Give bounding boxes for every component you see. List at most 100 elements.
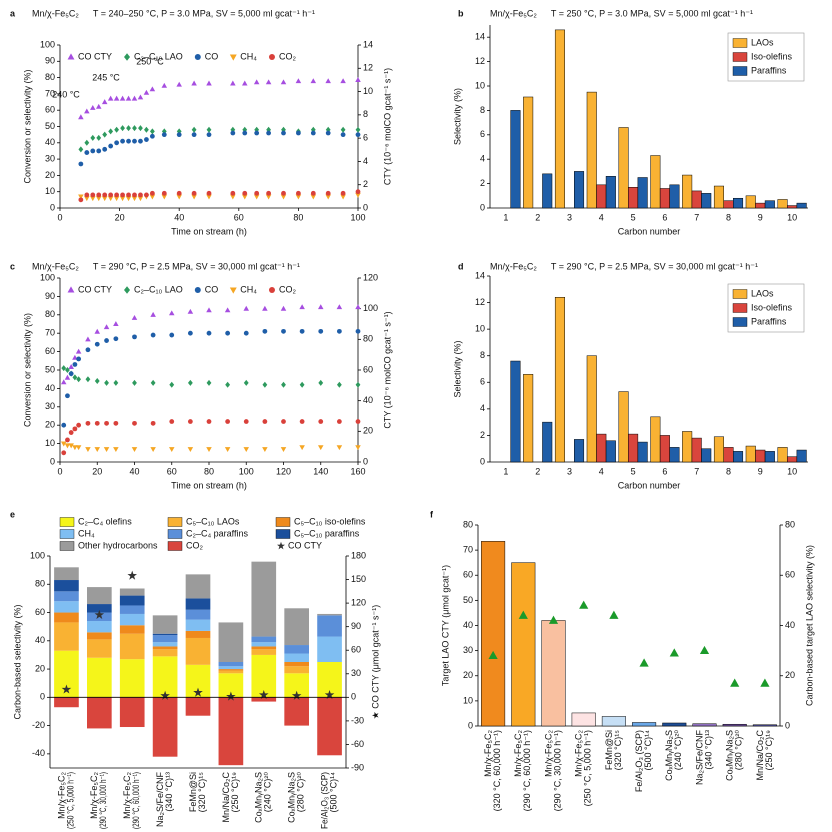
y-tick-label: 10	[45, 438, 55, 448]
data-point	[340, 194, 346, 200]
bar-segment	[87, 657, 112, 698]
data-point	[168, 310, 175, 316]
data-point	[102, 131, 108, 138]
data-point	[243, 330, 249, 336]
data-point	[280, 79, 287, 85]
data-point	[206, 194, 212, 200]
legend-label: CO CTY	[288, 540, 322, 550]
bar-segment	[185, 697, 211, 716]
data-point	[149, 194, 156, 200]
y2-tick-label: 180	[351, 550, 366, 560]
y2-tick-label: 40	[785, 620, 795, 630]
data-point	[103, 447, 110, 452]
y-tick-label: 0	[480, 456, 485, 466]
data-point	[355, 77, 361, 82]
y-tick-label: 10	[45, 186, 55, 196]
bar-segment	[152, 642, 178, 647]
bar-segment	[251, 649, 277, 655]
x-tick-label: 10	[787, 466, 797, 476]
bar-segment	[152, 633, 178, 636]
bar	[571, 712, 596, 727]
data-point	[107, 95, 114, 101]
bar-segment	[185, 637, 211, 665]
data-point	[104, 420, 109, 426]
data-point	[102, 192, 108, 198]
y-tick-label: 0	[50, 202, 55, 212]
bar	[733, 451, 744, 463]
data-point	[355, 189, 361, 195]
data-point	[101, 99, 108, 105]
x-tick-label: 4	[599, 212, 604, 222]
panel-title: Mn/χ-Fe₅C₂	[32, 261, 79, 271]
data-point	[78, 114, 84, 120]
bar	[755, 449, 766, 463]
data-point	[340, 126, 346, 133]
data-point	[85, 447, 91, 452]
data-point	[243, 447, 250, 452]
bar	[755, 202, 766, 209]
bar	[605, 440, 616, 463]
bar-segment	[251, 646, 277, 650]
bar-segment	[317, 615, 342, 637]
data-point	[149, 128, 155, 135]
data-point	[230, 190, 236, 196]
data-point	[206, 307, 212, 313]
bar	[701, 193, 712, 209]
data-point	[96, 134, 102, 141]
data-point	[137, 94, 144, 100]
bar-segment	[251, 636, 277, 643]
y2-tick-label: 0	[785, 720, 790, 730]
legend-label: C₅–C₁₀ iso-olefins	[294, 516, 366, 526]
bar	[541, 620, 566, 727]
data-point	[76, 422, 82, 428]
data-point	[104, 338, 109, 343]
data-point	[336, 304, 343, 310]
data-point	[138, 192, 143, 198]
data-point	[224, 307, 231, 313]
data-point	[131, 95, 138, 101]
y-tick-label: 30	[45, 401, 55, 411]
data-point	[125, 95, 132, 101]
y-tick-label: 40	[35, 635, 45, 645]
data-point	[126, 138, 131, 144]
data-point	[161, 190, 167, 196]
bar-segment	[54, 697, 79, 708]
data-point	[113, 95, 120, 101]
y-tick-label: 20	[45, 170, 55, 180]
y-tick-label: 60	[45, 105, 55, 115]
bar	[669, 184, 680, 209]
legend-label: Paraffins	[751, 65, 787, 75]
legend-label: C₅–C₁₀ LAOs	[186, 516, 240, 526]
data-point	[225, 381, 231, 388]
bar-segment	[152, 635, 178, 643]
data-point	[161, 132, 167, 138]
bar-segment	[54, 601, 79, 613]
data-point	[149, 86, 156, 92]
bar	[628, 187, 639, 209]
data-point	[61, 450, 67, 456]
legend-swatch	[732, 66, 748, 76]
data-point	[336, 419, 342, 424]
data-point	[187, 419, 193, 424]
data-point	[94, 420, 100, 426]
data-point	[169, 381, 175, 388]
data-point	[64, 374, 71, 380]
bar-segment	[284, 697, 309, 726]
y2-tick-label: 4	[363, 156, 368, 166]
data-point	[548, 615, 559, 624]
bar	[796, 202, 807, 209]
y2-tick-label: 80	[363, 334, 373, 344]
x-tick-label: (280 °C)²⁰	[296, 772, 306, 813]
y-tick-label: 6	[480, 377, 485, 387]
data-point	[299, 381, 305, 388]
x-tick-label: 20	[92, 466, 102, 476]
data-point	[75, 348, 82, 354]
bar	[542, 173, 553, 209]
bar-segment	[119, 605, 145, 614]
x-tick-label: (320 °C)¹⁵	[613, 730, 623, 771]
x-tick-label: 6	[662, 212, 667, 222]
x-tick-label: (340 °C)¹³	[703, 730, 713, 770]
data-point	[120, 138, 125, 144]
data-point	[61, 422, 67, 428]
data-point	[355, 126, 361, 133]
